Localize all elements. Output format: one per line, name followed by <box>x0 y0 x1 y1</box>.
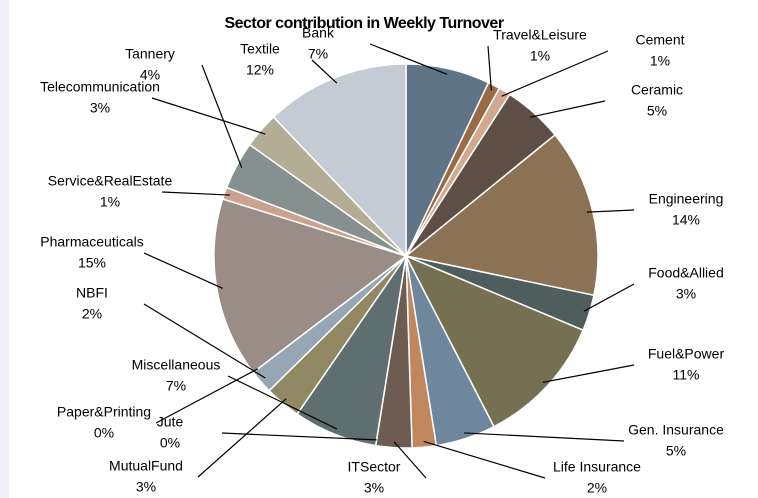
category-label: Textile <box>240 41 280 57</box>
value-label: 1% <box>530 48 550 64</box>
leader-line <box>586 209 635 213</box>
pie-slice <box>272 63 407 258</box>
value-label: 1% <box>100 194 120 210</box>
pie <box>213 63 599 449</box>
leader-line <box>143 252 223 289</box>
leader-line <box>530 100 606 118</box>
value-label: 3% <box>136 479 156 495</box>
leader-line <box>151 97 266 135</box>
category-label: Engineering <box>649 191 724 207</box>
value-label: 3% <box>364 480 384 496</box>
leader-line <box>487 45 492 91</box>
category-label: Fuel&Power <box>648 346 725 362</box>
leader-line <box>464 432 625 442</box>
leader-line <box>143 303 266 379</box>
leader-line <box>155 368 259 424</box>
category-label: Jute <box>157 414 184 430</box>
leader-line <box>161 191 231 196</box>
value-label: 14% <box>672 212 700 228</box>
value-label: 7% <box>166 378 186 394</box>
leader-line <box>501 50 609 97</box>
pie-slice <box>213 198 408 374</box>
category-label: MutualFund <box>109 458 183 474</box>
leader-line <box>369 43 448 75</box>
value-label: 5% <box>666 443 686 459</box>
category-label: Life Insurance <box>553 459 641 475</box>
leader-line <box>201 64 243 169</box>
value-label: 0% <box>94 425 114 441</box>
value-label: 3% <box>90 100 110 116</box>
category-label: Miscellaneous <box>132 357 221 373</box>
value-label: 11% <box>673 367 700 383</box>
leader-line <box>423 440 546 479</box>
value-label: 7% <box>308 46 328 62</box>
value-label: 1% <box>650 53 670 69</box>
value-label: 15% <box>78 255 106 271</box>
category-label: Tannery <box>125 46 175 62</box>
value-label: 2% <box>82 306 102 322</box>
category-label: Food&Allied <box>648 265 724 281</box>
value-label: 0% <box>160 435 180 451</box>
category-label: Cement <box>635 32 684 48</box>
category-label: ITSector <box>348 459 401 475</box>
value-label: 5% <box>647 103 667 119</box>
leader-line <box>311 59 338 84</box>
category-label: Bank <box>302 25 335 41</box>
category-label: Gen. Insurance <box>628 422 724 438</box>
leader-line <box>542 364 635 383</box>
category-label: Travel&Leisure <box>493 27 587 43</box>
category-label: Telecommunication <box>40 79 160 95</box>
leader-line <box>583 283 635 312</box>
value-label: 2% <box>587 480 607 496</box>
labels: Bank 7% Travel&Leisure 1% Cement 1% Ceramic 5% E… <box>40 25 724 496</box>
category-label: Paper&Printing <box>57 404 151 420</box>
leader-line <box>393 441 427 479</box>
chart-title: Sector contribution in Weekly Turnover <box>224 15 503 32</box>
category-label: Ceramic <box>631 82 683 98</box>
category-label: Pharmaceuticals <box>40 234 144 250</box>
leader-line <box>221 432 377 441</box>
value-label: 12% <box>246 62 274 78</box>
category-label: Service&RealEstate <box>48 173 173 189</box>
side-strip <box>0 0 9 498</box>
leader-line <box>197 398 287 478</box>
value-label: 4% <box>140 67 160 83</box>
category-label: NBFI <box>76 285 108 301</box>
pie-slice <box>404 254 585 428</box>
value-label: 3% <box>676 286 696 302</box>
pie-slice <box>404 133 599 297</box>
